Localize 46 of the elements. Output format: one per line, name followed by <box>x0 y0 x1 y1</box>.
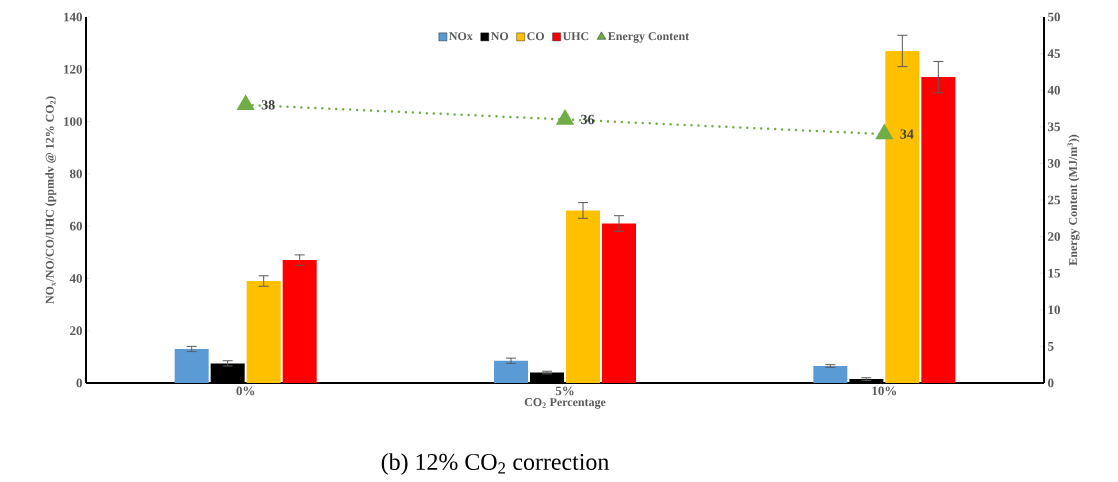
x-tick-label: 0% <box>236 386 255 396</box>
y2-tick-label: 10 <box>1048 305 1060 315</box>
point <box>237 95 254 111</box>
y2-tick-label: 5 <box>1048 342 1054 351</box>
bar <box>282 260 317 383</box>
y2-tick-label: 40 <box>1047 85 1060 95</box>
data-label: 36 <box>581 114 595 125</box>
point <box>556 110 574 125</box>
legend-label: NOx <box>449 32 473 41</box>
y-tick-label: 20 <box>70 326 82 336</box>
y-tick-label: 40 <box>69 274 82 283</box>
y-tick-label: 60 <box>69 221 82 231</box>
bar <box>566 210 601 383</box>
data-label: 38 <box>261 100 275 110</box>
y-tick-label: 140 <box>64 12 82 22</box>
data-label: 34 <box>900 129 914 139</box>
point <box>876 124 893 140</box>
legend-label: UHC <box>562 32 589 41</box>
x-axis-title: CO$_{2}$ Percentage <box>524 398 606 409</box>
bar <box>885 50 920 383</box>
y2-tick-label: 50 <box>1048 12 1060 22</box>
y-axis-title: NO$_{x}$/NO/CO/UHC (ppmdv @ 12% CO$_{2}$) <box>45 96 57 304</box>
bar <box>494 360 529 383</box>
y-tick-label: 0 <box>76 378 82 388</box>
y-tick-label: 120 <box>64 64 82 74</box>
x-tick-label: 10% <box>872 386 897 396</box>
legend-label: NO <box>490 32 509 41</box>
y2-tick-label: 25 <box>1048 195 1061 205</box>
y-tick-label: 80 <box>69 169 82 179</box>
y2-tick-label: 20 <box>1048 232 1060 241</box>
text: (b) 12% CO$_{2}$ correction <box>381 453 609 475</box>
y2-tick-label: 30 <box>1048 159 1060 168</box>
x-tick-label: 5% <box>555 386 574 396</box>
legend-label: Energy Content <box>608 32 690 43</box>
y2-tick-label: 0 <box>1048 378 1054 388</box>
bar <box>602 223 637 383</box>
bar <box>246 281 281 383</box>
y2-tick-label: 35 <box>1048 122 1061 132</box>
bar <box>174 349 209 383</box>
y2-tick-label: 15 <box>1048 268 1061 278</box>
bar <box>921 77 956 383</box>
bar <box>813 365 848 383</box>
y-tick-label: 100 <box>64 117 82 126</box>
y2-axis-title: Energy Content (MJ/m$^{3}$)) <box>1067 134 1080 266</box>
y2-tick-label: 45 <box>1047 49 1061 58</box>
legend-label: CO <box>527 32 545 41</box>
